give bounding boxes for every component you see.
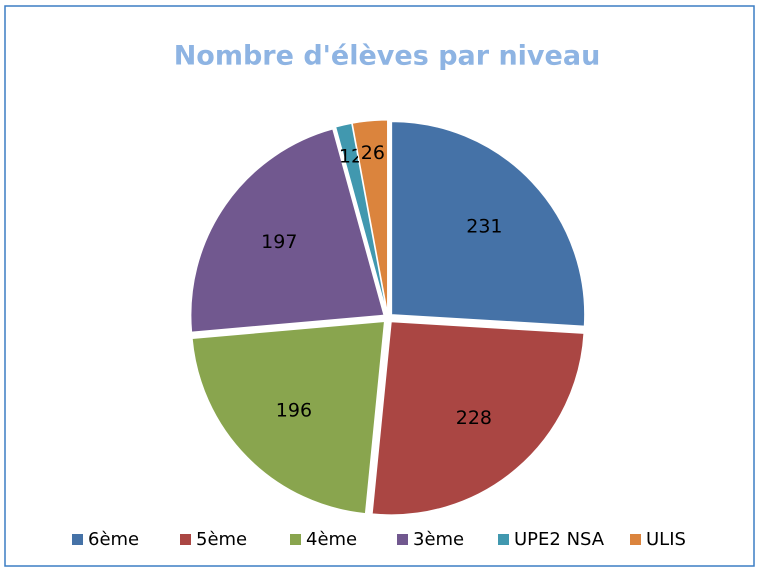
chart-title: Nombre d'élèves par niveau (174, 41, 601, 72)
legend-swatch (290, 534, 301, 545)
legend-label: 4ème (306, 529, 357, 550)
pie-slice (371, 321, 585, 516)
data-label: 196 (276, 400, 312, 422)
pie-slice (335, 122, 388, 314)
pie-slice (391, 121, 586, 327)
legend-swatch (630, 534, 641, 545)
legend-label: 6ème (88, 529, 139, 550)
data-label: 26 (361, 142, 385, 164)
legend-swatch (397, 534, 408, 545)
legend-label: UPE2 NSA (514, 529, 605, 550)
legend-label: 3ème (413, 529, 464, 550)
data-label: 197 (261, 231, 297, 253)
pie-slice (190, 128, 385, 333)
data-label: 228 (456, 407, 492, 429)
legend-label: 5ème (196, 529, 247, 550)
pie-slice (191, 320, 386, 515)
data-label: 231 (466, 216, 502, 238)
legend-swatch (498, 534, 509, 545)
legend-swatch (72, 534, 83, 545)
legend-swatch (180, 534, 191, 545)
pie-slice (351, 119, 389, 314)
legend-label: ULIS (646, 529, 686, 550)
